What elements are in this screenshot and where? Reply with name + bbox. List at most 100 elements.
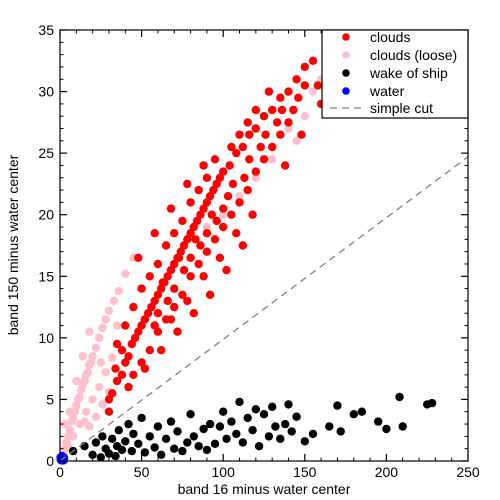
data-point: [395, 392, 404, 402]
data-point: [219, 210, 228, 219]
legend-label-wake-of-ship: wake of ship: [369, 65, 448, 81]
data-point: [308, 429, 318, 439]
data-point: [129, 302, 138, 312]
data-point: [235, 192, 244, 201]
data-point: [325, 422, 334, 431]
data-point: [153, 327, 163, 336]
data-point: [157, 346, 166, 355]
data-point: [202, 229, 212, 238]
y-tick-label: 25: [38, 145, 54, 161]
data-point: [137, 413, 146, 423]
data-point: [238, 438, 247, 447]
data-point: [166, 204, 176, 213]
data-point: [222, 265, 231, 275]
data-point: [202, 173, 212, 182]
data-point: [243, 185, 252, 195]
data-point: [170, 302, 179, 312]
data-point: [112, 339, 122, 349]
y-tick-label: 35: [38, 22, 54, 38]
data-point: [112, 376, 122, 386]
data-point: [219, 222, 228, 232]
legend-item-simple-cut: simple cut: [330, 100, 433, 116]
data-point: [65, 407, 75, 416]
data-point: [124, 419, 133, 429]
data-point: [207, 210, 216, 219]
legend-label-clouds: clouds: [370, 29, 410, 45]
data-point: [223, 192, 233, 201]
data-point: [232, 429, 241, 439]
data-point: [194, 442, 203, 451]
data-point: [124, 352, 133, 361]
data-point: [163, 272, 172, 281]
data-point: [104, 449, 114, 458]
data-point: [287, 427, 296, 436]
legend-item-wake-of-ship: wake of ship: [342, 65, 448, 81]
data-point: [284, 124, 293, 133]
data-point: [227, 142, 236, 152]
x-tick-label: 0: [56, 464, 64, 480]
x-tick-label: 100: [212, 464, 236, 480]
data-point: [88, 352, 97, 361]
data-point: [232, 229, 241, 238]
data-point: [83, 368, 92, 377]
data-point: [108, 434, 117, 443]
data-point: [292, 136, 301, 145]
data-point: [153, 290, 163, 299]
data-point: [209, 185, 218, 195]
data-point: [59, 456, 68, 465]
legend-marker-clouds-loose: [342, 51, 350, 59]
data-point: [150, 229, 159, 238]
data-point: [150, 321, 159, 330]
data-point: [336, 427, 345, 436]
data-point: [189, 432, 198, 441]
data-point: [91, 412, 101, 421]
data-point: [199, 204, 208, 213]
legend-item-clouds: clouds: [342, 29, 410, 45]
data-point: [134, 327, 143, 336]
data-point: [194, 259, 203, 269]
data-point: [134, 253, 143, 262]
data-point: [183, 179, 192, 189]
data-point: [121, 269, 130, 278]
y-tick-label: 5: [46, 391, 54, 407]
data-point: [96, 358, 106, 367]
data-point: [215, 173, 225, 182]
data-point: [127, 446, 136, 456]
data-point: [268, 402, 277, 411]
data-point: [191, 235, 200, 244]
data-point: [238, 142, 247, 152]
x-tick-label: 50: [134, 464, 150, 480]
data-point: [284, 87, 293, 96]
x-tick-label: 250: [456, 464, 480, 480]
data-point: [300, 62, 309, 72]
data-point: [235, 198, 244, 207]
data-point: [65, 426, 75, 435]
data-point: [297, 130, 306, 139]
data-point: [140, 448, 150, 457]
data-point: [227, 417, 236, 426]
data-point: [251, 167, 260, 176]
data-point: [95, 382, 104, 392]
data-point: [117, 370, 127, 379]
data-point: [289, 105, 298, 115]
y-tick-label: 15: [38, 268, 54, 284]
x-tick-label: 200: [375, 464, 399, 480]
data-point: [210, 155, 220, 164]
data-point: [98, 323, 107, 333]
data-point: [121, 358, 130, 367]
data-point: [268, 142, 277, 152]
data-point: [108, 353, 117, 362]
data-point: [259, 410, 269, 419]
legend-item-clouds-loose: clouds (loose): [342, 47, 457, 63]
data-point: [91, 343, 101, 352]
data-point: [292, 75, 301, 84]
data-point: [205, 290, 215, 299]
data-point: [186, 410, 195, 419]
data-point: [178, 216, 187, 226]
data-point: [212, 216, 221, 226]
data-point: [215, 253, 225, 262]
data-point: [121, 437, 130, 446]
data-point: [153, 259, 163, 269]
data-point: [111, 364, 120, 373]
data-point: [173, 327, 182, 336]
